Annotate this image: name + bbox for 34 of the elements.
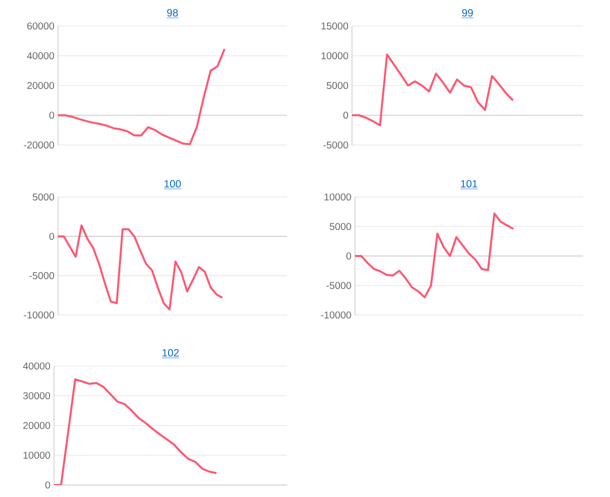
y-tick-label: 60000 (27, 22, 54, 30)
chart-title: 100 (164, 180, 181, 188)
line-series (58, 224, 224, 310)
y-tick-label: 10000 (24, 452, 50, 459)
y-tick-label: -5000 (323, 141, 348, 149)
line-series (58, 48, 226, 146)
chart-title: 101 (461, 180, 478, 188)
y-tick-label: 10000 (322, 52, 348, 60)
y-tick-label: 15000 (322, 22, 348, 30)
y-tick-label: 0 (45, 481, 50, 489)
y-tick-label: 40000 (27, 52, 54, 60)
y-tick-label: 0 (343, 112, 348, 119)
y-tick-label: -20000 (24, 141, 54, 149)
y-tick-label: 30000 (23, 392, 50, 400)
line-series (352, 54, 514, 126)
chart-title: 98 (167, 9, 178, 17)
y-tick-label: 20000 (23, 422, 50, 430)
y-tick-label: 10000 (324, 193, 352, 201)
chart-title: 99 (462, 9, 473, 17)
y-tick-label: -10000 (320, 311, 352, 319)
y-tick-label: -10000 (24, 311, 54, 319)
y-tick-label: 20000 (27, 82, 54, 90)
y-tick-label: 5000 (326, 82, 348, 90)
y-tick-label: 5000 (32, 193, 54, 201)
y-tick-label: -5000 (326, 282, 352, 290)
line-series (355, 212, 514, 298)
y-tick-label: 40000 (23, 362, 50, 370)
y-tick-label: 0 (346, 252, 352, 260)
chart-title: 102 (162, 349, 179, 357)
y-tick-label: 0 (49, 112, 54, 119)
line-series (54, 378, 218, 486)
y-tick-label: 0 (49, 232, 54, 240)
y-tick-label: 5000 (330, 222, 352, 230)
y-tick-label: -5000 (29, 272, 54, 280)
